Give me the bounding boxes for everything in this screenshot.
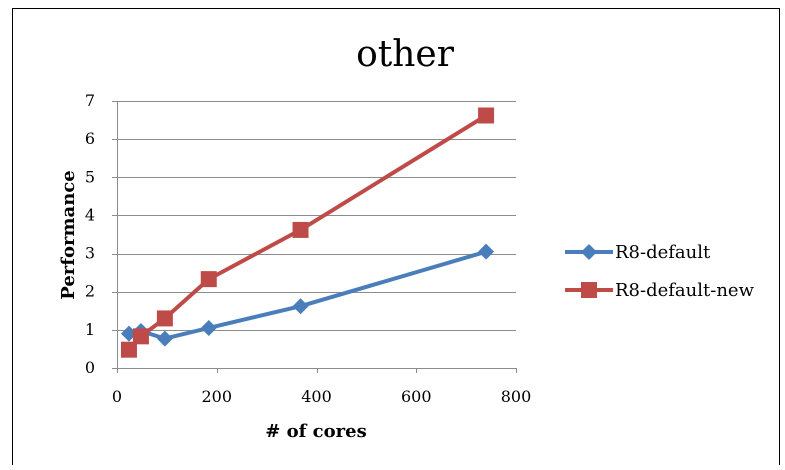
y-tick-label: 1: [85, 320, 95, 339]
legend-marker-square: [581, 282, 597, 298]
data-point-square: [120, 341, 137, 358]
x-tick-labels: 0 200 400 600 800: [112, 387, 531, 406]
data-point-square: [292, 221, 309, 238]
series-group: [120, 107, 495, 358]
legend-item-1: R8-default-new: [565, 280, 755, 301]
y-tick-label: 6: [85, 129, 95, 148]
y-tick-labels: 0 1 2 3 4 5 6 7: [85, 91, 95, 377]
x-tick-label: 0: [112, 387, 122, 406]
legend-label: R8-default: [615, 242, 711, 263]
y-tick-label: 7: [85, 91, 95, 110]
x-tick-label: 600: [401, 387, 432, 406]
x-axis-label: # of cores: [265, 421, 366, 442]
data-point-square: [478, 107, 495, 124]
series-1: [120, 107, 495, 358]
axes: [112, 101, 517, 373]
data-point-diamond: [292, 298, 309, 315]
legend-item-0: R8-default: [565, 242, 711, 263]
y-axis-label: Performance: [58, 170, 79, 299]
series-line: [128, 249, 487, 341]
y-tick-label: 5: [85, 167, 95, 186]
data-point-diamond: [478, 243, 495, 260]
x-tick-label: 200: [201, 387, 232, 406]
data-point-diamond: [200, 319, 217, 336]
y-tick-label: 0: [85, 358, 95, 377]
x-tick-label: 800: [501, 387, 532, 406]
y-tick-label: 2: [85, 282, 95, 301]
data-point-square: [156, 310, 173, 327]
chart-title: other: [356, 34, 455, 75]
y-tick-label: 3: [85, 244, 95, 263]
y-tick-label: 4: [85, 205, 95, 224]
legend-label: R8-default-new: [615, 280, 755, 301]
data-point-square: [200, 271, 217, 288]
series-0: [120, 243, 495, 347]
x-tick-label: 400: [301, 387, 332, 406]
legend-marker-diamond: [581, 244, 597, 260]
legend: R8-default R8-default-new: [565, 242, 755, 301]
data-point-square: [132, 328, 149, 345]
data-point-diamond: [156, 330, 173, 347]
